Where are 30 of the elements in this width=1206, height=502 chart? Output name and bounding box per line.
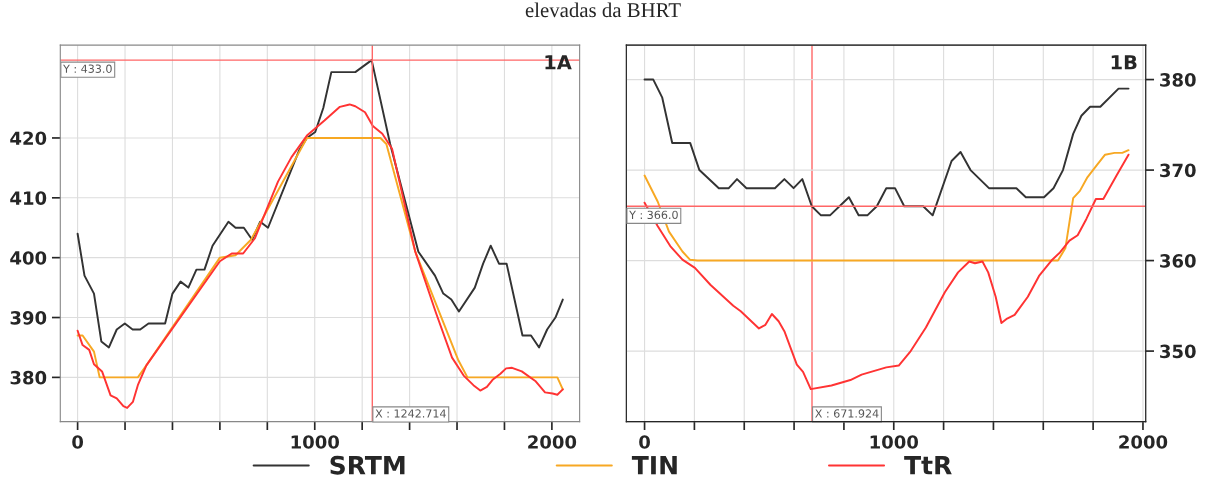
line-series [643, 78, 1130, 217]
line-series [76, 136, 564, 391]
x-tick-label: 2000 [528, 435, 577, 449]
x-tick-label: 1000 [291, 435, 340, 449]
ref-line-label: X : 1242.714 [375, 409, 446, 418]
y-tick-label: 410 [10, 191, 47, 205]
y-tick-label: 380 [10, 370, 47, 385]
ref-line-label: Y : 433.0 [63, 64, 112, 73]
line-series [643, 153, 1130, 391]
y2-tick-label: 350 [1160, 344, 1196, 359]
legend-label: SRTM [330, 455, 405, 475]
chart-title: elevadas da BHRT [525, 2, 681, 18]
y2-tick-label: 380 [1160, 73, 1196, 87]
ref-line-label: Y : 366.0 [629, 210, 678, 220]
y-tick-label: 420 [10, 131, 47, 146]
line-series [643, 149, 1130, 262]
ref-line-label: X : 671.924 [815, 409, 879, 418]
x-tick-label: 2000 [1119, 435, 1168, 449]
x-tick-label: 0 [72, 435, 84, 449]
x-tick-label: 0 [639, 435, 650, 449]
line-series [76, 103, 564, 409]
legend-label: TtR [904, 456, 952, 475]
y2-tick-label: 360 [1160, 254, 1196, 268]
annotation: 1B [1111, 55, 1137, 70]
legend-label: TIN [631, 456, 677, 475]
annotation: 1A [545, 55, 572, 70]
x-tick-label: 1000 [870, 435, 919, 449]
y-tick-label: 400 [10, 251, 47, 265]
y2-tick-label: 370 [1160, 163, 1196, 178]
y-tick-label: 390 [10, 310, 47, 325]
